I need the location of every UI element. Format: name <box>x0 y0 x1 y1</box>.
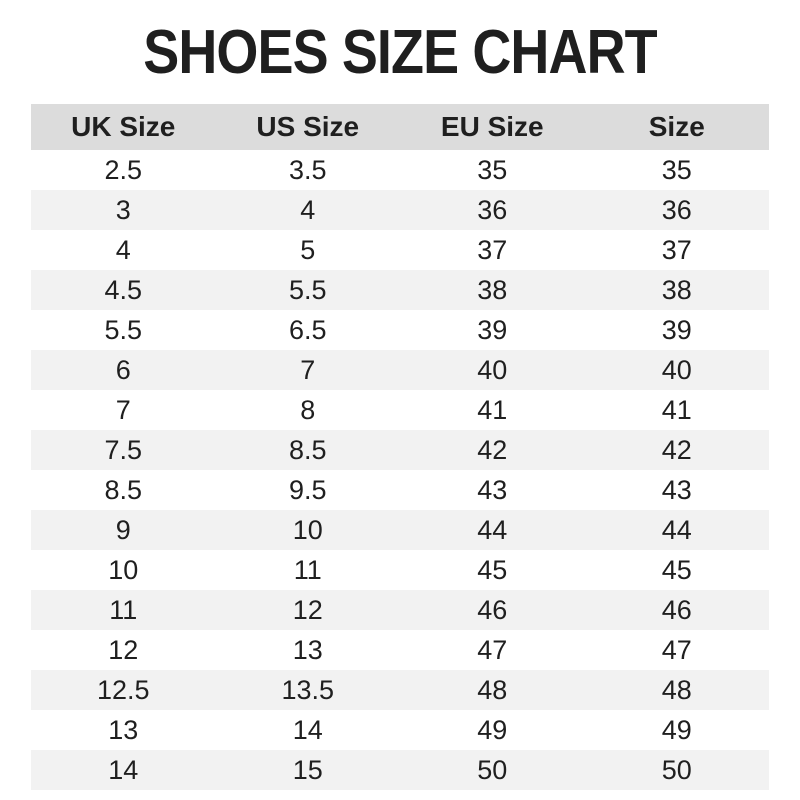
table-cell: 6.5 <box>288 314 327 345</box>
table-cell: 48 <box>477 674 508 705</box>
table-row: 6 7 40 40 <box>31 350 769 390</box>
table-cell: 3 <box>115 194 131 225</box>
table-cell: 7 <box>300 354 316 385</box>
table-row: 12.5 13.5 48 48 <box>31 670 769 710</box>
table-cell: 38 <box>477 274 508 305</box>
table-row: 4.5 5.5 38 38 <box>31 270 769 310</box>
table-cell: 42 <box>477 434 508 465</box>
size-chart-table: UK Size US Size EU Size Size 2.5 3.5 35 35 3 4 36… <box>31 104 769 790</box>
table-cell: 13 <box>292 634 323 665</box>
table-head: UK Size US Size EU Size Size <box>31 104 769 150</box>
table-cell: 37 <box>661 234 692 265</box>
table-row: 10 11 45 45 <box>31 550 769 590</box>
table-cell: 12 <box>108 634 139 665</box>
table-cell: 12.5 <box>96 674 150 705</box>
table-cell: 39 <box>477 314 508 345</box>
table-cell: 4.5 <box>104 274 143 305</box>
table-cell: 46 <box>477 594 508 625</box>
table-cell: 46 <box>661 594 692 625</box>
table-cell: 12 <box>292 594 323 625</box>
table-cell: 9 <box>115 514 131 545</box>
table-cell: 42 <box>661 434 692 465</box>
table-cell: 4 <box>300 194 316 225</box>
table-row: 4 5 37 37 <box>31 230 769 270</box>
table-cell: 44 <box>661 514 692 545</box>
table-cell: 14 <box>292 714 323 745</box>
table-cell: 6 <box>115 354 131 385</box>
table-cell: 37 <box>477 234 508 265</box>
table-cell: 48 <box>661 674 692 705</box>
table-header-row: UK Size US Size EU Size Size <box>31 104 769 150</box>
table-cell: 14 <box>108 754 139 785</box>
table-row: 2.5 3.5 35 35 <box>31 150 769 190</box>
table-cell: 5.5 <box>288 274 327 305</box>
table-cell: 35 <box>661 154 692 185</box>
column-header: Size <box>584 104 769 150</box>
table-row: 8.5 9.5 43 43 <box>31 470 769 510</box>
column-header: EU Size <box>400 104 585 150</box>
table-cell: 5.5 <box>104 314 143 345</box>
table-cell: 10 <box>108 554 139 585</box>
table-cell: 8 <box>300 394 316 425</box>
table-cell: 45 <box>661 554 692 585</box>
table-cell: 39 <box>661 314 692 345</box>
shoe-size-chart-page: SHOES SIZE CHART UK Size US Size EU Size Si… <box>0 20 800 800</box>
table-row: 12 13 47 47 <box>31 630 769 670</box>
table-cell: 11 <box>293 554 322 585</box>
table-cell: 13.5 <box>281 674 335 705</box>
table-cell: 3.5 <box>288 154 327 185</box>
table-cell: 41 <box>477 394 508 425</box>
table-cell: 36 <box>477 194 508 225</box>
table-cell: 50 <box>477 754 508 785</box>
table-body: 2.5 3.5 35 35 3 4 36 36 4 5 37 37 4.5 5.5 38 38 5.5 6.5 39… <box>31 150 769 790</box>
table-cell: 44 <box>477 514 508 545</box>
table-cell: 8.5 <box>288 434 327 465</box>
table-cell: 50 <box>661 754 692 785</box>
table-cell: 36 <box>661 194 692 225</box>
table-cell: 47 <box>477 634 508 665</box>
table-cell: 5 <box>300 234 316 265</box>
column-header: US Size <box>215 104 400 150</box>
table-cell: 40 <box>477 354 508 385</box>
table-cell: 43 <box>477 474 508 505</box>
table-cell: 10 <box>292 514 323 545</box>
table-cell: 8.5 <box>104 474 143 505</box>
table-cell: 15 <box>292 754 323 785</box>
table-row: 9 10 44 44 <box>31 510 769 550</box>
table-cell: 7.5 <box>104 434 143 465</box>
table-row: 7.5 8.5 42 42 <box>31 430 769 470</box>
table-cell: 2.5 <box>104 154 143 185</box>
table-cell: 7 <box>115 394 131 425</box>
table-row: 14 15 50 50 <box>31 750 769 790</box>
table-cell: 43 <box>661 474 692 505</box>
table-cell: 4 <box>115 234 131 265</box>
table-cell: 35 <box>477 154 508 185</box>
table-cell: 49 <box>661 714 692 745</box>
table-row: 13 14 49 49 <box>31 710 769 750</box>
table-cell: 49 <box>477 714 508 745</box>
table-cell: 13 <box>108 714 139 745</box>
table-cell: 11 <box>109 594 138 625</box>
table-cell: 41 <box>661 394 692 425</box>
column-header: UK Size <box>31 104 216 150</box>
table-cell: 40 <box>661 354 692 385</box>
table-row: 7 8 41 41 <box>31 390 769 430</box>
table-cell: 38 <box>661 274 692 305</box>
page-title: SHOES SIZE CHART <box>143 18 657 87</box>
table-cell: 45 <box>477 554 508 585</box>
table-row: 11 12 46 46 <box>31 590 769 630</box>
table-cell: 47 <box>661 634 692 665</box>
table-cell: 9.5 <box>288 474 327 505</box>
table-row: 5.5 6.5 39 39 <box>31 310 769 350</box>
table-row: 3 4 36 36 <box>31 190 769 230</box>
